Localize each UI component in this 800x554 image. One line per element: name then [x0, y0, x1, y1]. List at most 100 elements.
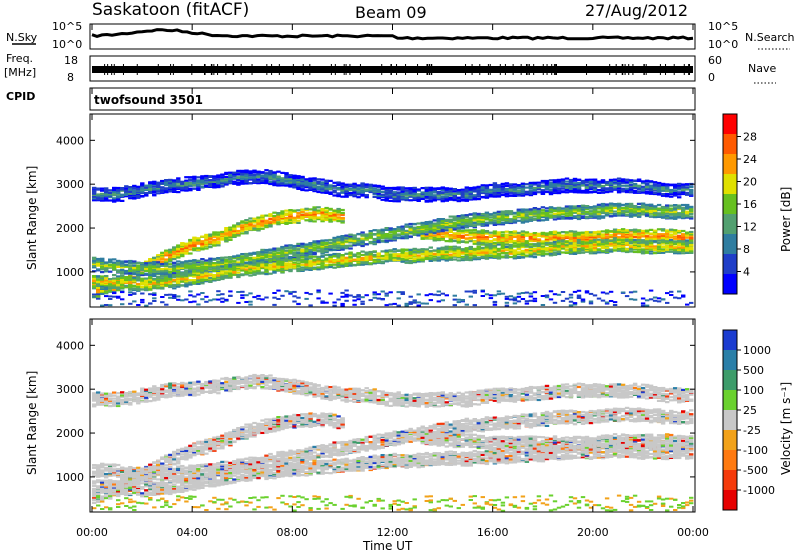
data-cell — [416, 229, 421, 232]
data-cell — [396, 230, 401, 233]
data-cell — [468, 223, 473, 226]
data-cell — [364, 294, 369, 297]
data-cell — [424, 186, 429, 189]
data-cell — [472, 240, 477, 243]
data-cell — [528, 253, 534, 256]
data-cell — [344, 262, 349, 265]
data-cell — [468, 247, 473, 250]
data-cell — [392, 302, 397, 305]
data-cell — [164, 284, 169, 287]
data-cell — [484, 217, 490, 220]
data-cell — [112, 278, 117, 281]
data-cell — [416, 254, 421, 257]
data-cell — [492, 195, 498, 198]
data-cell — [216, 270, 221, 273]
data-cell — [408, 261, 413, 265]
data-cell — [140, 265, 145, 268]
data-cell — [340, 235, 345, 238]
data-cell — [388, 230, 393, 233]
data-cell — [276, 268, 281, 272]
data-cell — [288, 209, 293, 212]
data-cell — [260, 248, 265, 251]
data-cell — [188, 283, 193, 286]
data-cell — [160, 301, 165, 304]
data-cell — [132, 276, 137, 279]
data-cell — [396, 196, 401, 199]
data-cell — [516, 241, 522, 244]
data-cell — [440, 231, 445, 234]
data-cell — [132, 300, 137, 303]
data-cell — [544, 207, 550, 210]
data-cell — [440, 251, 445, 255]
data-cell — [120, 187, 125, 190]
data-cell — [256, 264, 261, 267]
data-cell — [336, 255, 341, 258]
data-cell — [520, 216, 526, 219]
data-cell — [92, 270, 97, 273]
data-cell — [464, 214, 469, 217]
nsky-label: N.Sky — [6, 31, 38, 44]
data-cell — [404, 258, 409, 261]
data-cell — [308, 255, 313, 258]
data-cell — [396, 187, 401, 190]
data-cell — [440, 232, 445, 235]
data-cell — [540, 189, 546, 192]
data-cell — [484, 189, 490, 192]
data-cell — [224, 175, 229, 178]
data-cell — [112, 282, 117, 285]
data-cell — [200, 185, 205, 189]
data-cell — [456, 246, 461, 249]
data-cell — [456, 238, 461, 241]
data-cell — [156, 275, 161, 278]
data-cell — [216, 182, 221, 185]
data-cell — [448, 194, 453, 197]
data-cell — [444, 254, 449, 257]
data-cell — [220, 234, 225, 237]
data-cell — [196, 180, 201, 183]
data-cell — [160, 254, 165, 257]
data-cell — [108, 194, 113, 197]
data-cell — [524, 245, 530, 248]
data-cell — [240, 290, 245, 293]
data-cell — [172, 264, 177, 267]
data-cell — [468, 290, 473, 293]
data-cell — [224, 237, 229, 240]
data-cell — [336, 183, 341, 186]
data-cell — [328, 192, 333, 195]
data-cell — [188, 248, 193, 251]
data-cell — [184, 271, 189, 274]
data-cell — [372, 187, 377, 190]
data-cell — [112, 193, 117, 196]
data-cell — [316, 245, 321, 248]
data-cell — [184, 260, 189, 263]
data-cell — [236, 261, 241, 264]
data-cell — [172, 276, 177, 279]
data-cell — [500, 223, 506, 226]
data-cell — [284, 253, 289, 256]
data-cell — [124, 286, 129, 289]
data-cell — [104, 189, 109, 192]
data-cell — [412, 222, 417, 226]
data-cell — [376, 256, 381, 259]
data-cell — [244, 232, 249, 235]
data-cell — [280, 171, 285, 174]
data-cell — [448, 220, 453, 223]
nave-label: Nave — [748, 62, 776, 75]
data-cell — [532, 237, 538, 241]
data-cell — [332, 263, 337, 266]
data-cell — [332, 254, 337, 257]
data-cell — [124, 187, 129, 190]
data-cell — [400, 227, 405, 230]
data-cell — [296, 242, 301, 245]
data-cell — [308, 304, 313, 307]
data-cell — [516, 212, 522, 215]
data-cell — [532, 212, 538, 215]
data-cell — [272, 252, 277, 255]
data-cell — [128, 280, 133, 283]
data-cell — [288, 258, 293, 261]
data-cell — [168, 182, 173, 185]
data-cell — [128, 293, 133, 296]
data-cell — [264, 169, 269, 172]
data-cell — [428, 192, 433, 195]
data-cell — [548, 208, 554, 211]
